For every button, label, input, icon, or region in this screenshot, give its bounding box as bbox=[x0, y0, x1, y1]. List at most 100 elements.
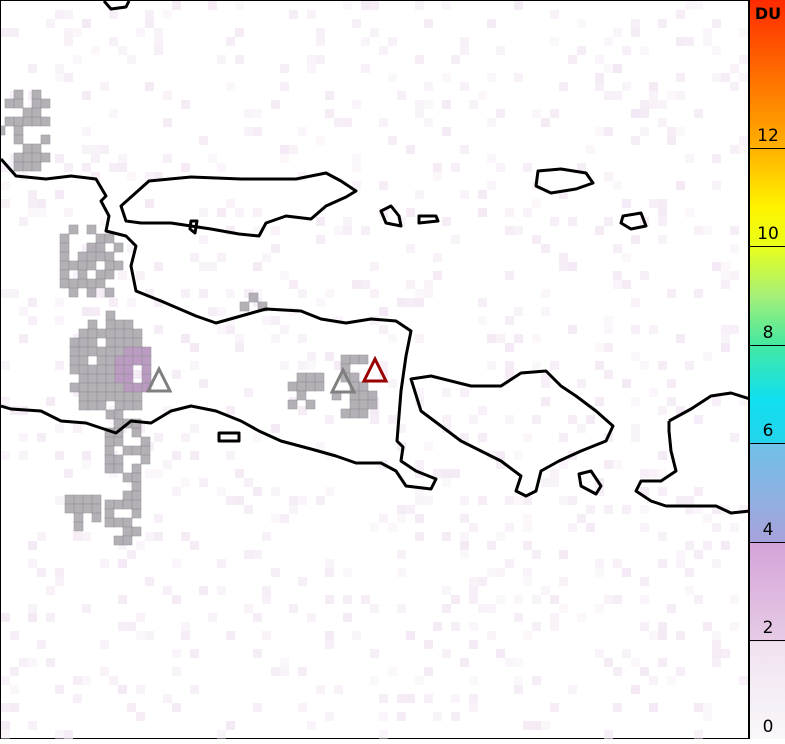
retrieval-pixel bbox=[118, 46, 127, 55]
so2-pixel bbox=[104, 436, 115, 447]
retrieval-pixel bbox=[415, 676, 424, 685]
retrieval-pixel bbox=[271, 514, 280, 523]
retrieval-pixel bbox=[685, 1, 694, 10]
retrieval-pixel bbox=[676, 406, 685, 415]
retrieval-pixel bbox=[532, 361, 541, 370]
retrieval-pixel bbox=[73, 424, 82, 433]
retrieval-pixel bbox=[190, 424, 199, 433]
retrieval-pixel bbox=[631, 397, 640, 406]
retrieval-pixel bbox=[658, 19, 667, 28]
retrieval-pixel bbox=[163, 118, 172, 127]
retrieval-pixel bbox=[217, 730, 226, 739]
retrieval-pixel bbox=[253, 487, 262, 496]
retrieval-pixel bbox=[631, 298, 640, 307]
retrieval-pixel bbox=[127, 55, 136, 64]
retrieval-pixel bbox=[586, 505, 595, 514]
retrieval-pixel bbox=[577, 514, 586, 523]
so2-pixel bbox=[69, 337, 80, 348]
retrieval-pixel bbox=[415, 514, 424, 523]
so2-pixel bbox=[123, 337, 134, 348]
so2-pixel bbox=[105, 310, 116, 321]
retrieval-pixel bbox=[469, 640, 478, 649]
retrieval-pixel bbox=[532, 415, 541, 424]
so2-pixel bbox=[349, 408, 360, 419]
retrieval-pixel bbox=[442, 127, 451, 136]
retrieval-pixel bbox=[28, 64, 37, 73]
so2-pixel bbox=[22, 161, 33, 172]
retrieval-pixel bbox=[163, 10, 172, 19]
retrieval-pixel bbox=[640, 577, 649, 586]
retrieval-pixel bbox=[460, 433, 469, 442]
retrieval-pixel bbox=[172, 703, 181, 712]
retrieval-pixel bbox=[253, 433, 262, 442]
retrieval-pixel bbox=[433, 253, 442, 262]
coast-islet bbox=[379, 204, 403, 228]
retrieval-pixel bbox=[631, 352, 640, 361]
retrieval-pixel bbox=[415, 496, 424, 505]
retrieval-pixel bbox=[280, 82, 289, 91]
colorbar-tick-label: 12 bbox=[757, 125, 779, 146]
retrieval-pixel bbox=[154, 532, 163, 541]
retrieval-pixel bbox=[505, 208, 514, 217]
retrieval-pixel bbox=[109, 676, 118, 685]
retrieval-pixel bbox=[181, 100, 190, 109]
retrieval-pixel bbox=[640, 622, 649, 631]
so2-pixel bbox=[78, 382, 89, 393]
retrieval-pixel bbox=[361, 1, 370, 10]
retrieval-pixel bbox=[532, 721, 541, 730]
retrieval-pixel bbox=[424, 442, 433, 451]
retrieval-pixel bbox=[487, 19, 496, 28]
retrieval-pixel bbox=[730, 595, 739, 604]
retrieval-pixel bbox=[613, 181, 622, 190]
retrieval-pixel bbox=[28, 316, 37, 325]
retrieval-pixel bbox=[604, 316, 613, 325]
retrieval-pixel bbox=[640, 487, 649, 496]
retrieval-pixel bbox=[586, 145, 595, 154]
so2-pixel bbox=[287, 381, 298, 392]
retrieval-pixel bbox=[541, 289, 550, 298]
retrieval-pixel bbox=[415, 388, 424, 397]
retrieval-pixel bbox=[334, 685, 343, 694]
retrieval-pixel bbox=[550, 361, 559, 370]
retrieval-pixel bbox=[343, 595, 352, 604]
retrieval-pixel bbox=[406, 631, 415, 640]
retrieval-pixel bbox=[271, 667, 280, 676]
retrieval-pixel bbox=[442, 604, 451, 613]
colorbar-tick bbox=[750, 147, 785, 149]
retrieval-pixel bbox=[460, 145, 469, 154]
retrieval-pixel bbox=[658, 532, 667, 541]
retrieval-pixel bbox=[676, 631, 685, 640]
retrieval-pixel bbox=[712, 523, 721, 532]
coast-lombok bbox=[634, 391, 751, 515]
retrieval-pixel bbox=[406, 298, 415, 307]
so2-pixel bbox=[114, 355, 125, 366]
retrieval-pixel bbox=[577, 424, 586, 433]
so2-pixel bbox=[358, 399, 369, 410]
retrieval-pixel bbox=[658, 100, 667, 109]
retrieval-pixel bbox=[550, 10, 559, 19]
so2-pixel bbox=[104, 269, 115, 280]
retrieval-pixel bbox=[478, 316, 487, 325]
retrieval-pixel bbox=[658, 622, 667, 631]
retrieval-pixel bbox=[280, 361, 289, 370]
retrieval-pixel bbox=[469, 577, 478, 586]
retrieval-pixel bbox=[118, 271, 127, 280]
retrieval-pixel bbox=[496, 109, 505, 118]
so2-pixel bbox=[131, 508, 142, 519]
retrieval-pixel bbox=[379, 325, 388, 334]
retrieval-pixel bbox=[523, 163, 532, 172]
retrieval-pixel bbox=[676, 667, 685, 676]
retrieval-pixel bbox=[145, 469, 154, 478]
retrieval-pixel bbox=[505, 658, 514, 667]
retrieval-pixel bbox=[658, 559, 667, 568]
so2-pixel bbox=[305, 372, 316, 383]
retrieval-pixel bbox=[199, 478, 208, 487]
so2-pixel bbox=[22, 143, 33, 154]
retrieval-pixel bbox=[451, 55, 460, 64]
retrieval-pixel bbox=[640, 361, 649, 370]
so2-pixel bbox=[104, 454, 115, 465]
retrieval-pixel bbox=[613, 460, 622, 469]
retrieval-pixel bbox=[667, 397, 676, 406]
retrieval-pixel bbox=[1, 163, 10, 172]
retrieval-pixel bbox=[487, 118, 496, 127]
